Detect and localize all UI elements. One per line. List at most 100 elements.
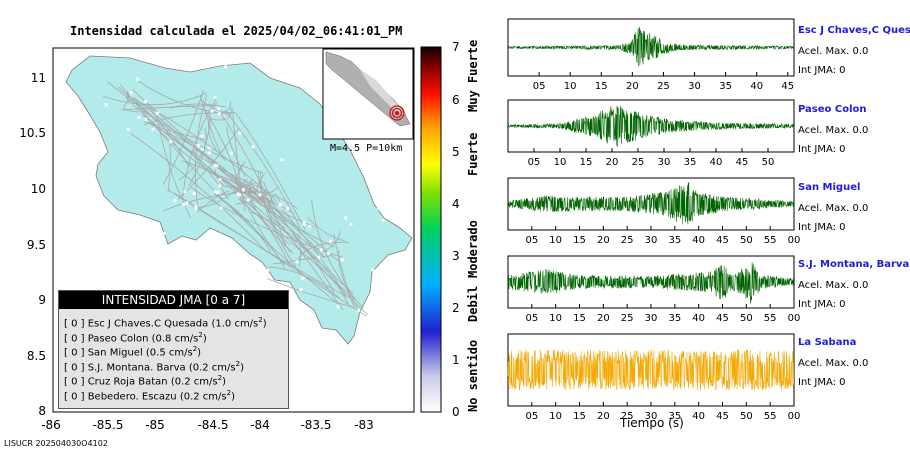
x-tick-label: 10	[549, 411, 562, 422]
x-tick-label: 20	[606, 157, 619, 168]
road	[127, 91, 129, 104]
city-dot	[217, 112, 221, 116]
station-accel: Acel. Max. 0.0	[798, 46, 869, 57]
lat-tick: 11	[30, 71, 46, 85]
x-tick-label: 40	[692, 235, 705, 246]
x-tick-label: 30	[658, 157, 671, 168]
road	[249, 181, 294, 254]
city-dot	[173, 198, 177, 202]
city-dot	[238, 193, 242, 197]
x-tick-label: 45	[781, 81, 794, 92]
station-accel: Acel. Max. 0.0	[798, 280, 869, 291]
x-tick-label: 15	[573, 235, 586, 246]
x-tick-label: 50	[740, 235, 753, 246]
road	[177, 128, 239, 200]
scale-label-debil: Debil	[466, 285, 480, 322]
city-dot	[151, 127, 155, 131]
city-dot	[376, 206, 380, 210]
station-name: San Miguel	[798, 182, 861, 193]
city-dot	[376, 304, 380, 308]
x-tick-label: 30	[645, 313, 658, 324]
x-tick-label: 15	[595, 81, 608, 92]
scale-tick: 2	[452, 301, 460, 315]
x-tick-label: 10	[554, 157, 567, 168]
road	[214, 165, 335, 293]
city-dot	[251, 145, 255, 149]
city-dot	[265, 268, 269, 272]
x-tick-label: 25	[621, 313, 634, 324]
road	[158, 124, 192, 219]
road	[147, 121, 229, 200]
x-tick-label: 15	[573, 411, 586, 422]
road	[135, 101, 150, 116]
legend-row: [ 0 ] Paseo Colon (0.8 cm/s2)	[64, 330, 207, 344]
x-tick-label: 45	[736, 157, 749, 168]
city-dot	[213, 95, 217, 99]
x-tick-label: 10	[549, 313, 562, 324]
city-dot	[319, 248, 323, 252]
road	[141, 109, 339, 262]
city-dot	[336, 305, 340, 309]
road	[106, 81, 264, 174]
station-int: Int JMA: 0	[798, 377, 846, 388]
x-tick-label: 00	[788, 313, 800, 324]
city-dot	[104, 103, 108, 107]
road	[214, 168, 225, 187]
city-dot	[217, 107, 221, 111]
city-dot	[328, 239, 332, 243]
scale-label-fuerte: Fuerte	[466, 132, 480, 176]
city-dot	[340, 258, 344, 262]
city-dot	[183, 190, 187, 194]
city-dot	[392, 328, 396, 332]
x-tick-label: 45	[716, 313, 729, 324]
epicenter-icon	[395, 111, 399, 115]
scale-label-muy-fuerte: Muy Fuerte	[466, 39, 480, 112]
lon-tick: -86	[41, 418, 61, 432]
road	[298, 233, 301, 267]
city-dot	[219, 206, 223, 210]
road	[219, 112, 287, 246]
road	[127, 95, 277, 202]
x-tick-label: 20	[597, 235, 610, 246]
city-dot	[207, 146, 211, 150]
city-dot	[218, 178, 222, 182]
seismogram-trace	[507, 262, 794, 305]
city-dot	[215, 164, 219, 168]
station-name: Paseo Colon	[798, 104, 867, 115]
x-axis-label: Tiempo (s)	[620, 416, 684, 430]
city-dot	[280, 158, 284, 162]
lat-tick: 9	[38, 293, 46, 307]
city-dot	[200, 134, 204, 138]
city-dot	[327, 251, 331, 255]
inset-map	[322, 48, 414, 140]
x-tick-label: 20	[626, 81, 639, 92]
city-dot	[308, 224, 312, 228]
station-name: S.J. Montana, Barva	[798, 259, 910, 270]
road	[130, 133, 265, 250]
city-dot	[182, 202, 186, 206]
x-tick-label: 40	[710, 157, 723, 168]
roads-layer	[102, 80, 368, 317]
lon-tick: -84	[250, 418, 270, 432]
city-dot	[126, 127, 130, 131]
road	[251, 185, 273, 210]
city-dot	[229, 151, 233, 155]
city-dot	[136, 77, 140, 81]
city-dot	[162, 231, 166, 235]
legend-row: [ 0 ] Bebedero. Escazu (0.2 cm/s2)	[64, 388, 236, 402]
x-tick-label: 40	[692, 411, 705, 422]
road	[237, 198, 291, 246]
road	[216, 195, 286, 270]
city-dot	[137, 116, 141, 120]
legend-row: [ 0 ] Esc J Chaves.C Quesada (1.0 cm/s2)	[64, 316, 267, 330]
road	[244, 185, 324, 256]
city-dot	[349, 223, 353, 227]
cities-layer	[104, 65, 396, 332]
road	[232, 108, 243, 194]
city-dot	[299, 288, 303, 292]
x-tick-label: 40	[750, 81, 763, 92]
scale-tick: 3	[452, 249, 460, 263]
city-dot	[207, 151, 211, 155]
lon-tick: -85.5	[92, 418, 124, 432]
seismogram-trace	[507, 348, 794, 391]
